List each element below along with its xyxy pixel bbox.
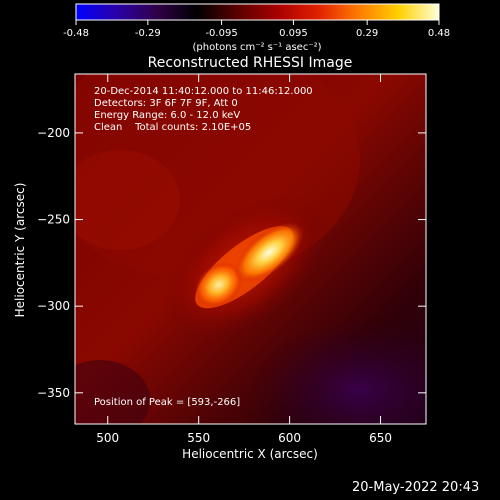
source-primary bbox=[234, 221, 305, 283]
detectors-line: Detectors: 3F 6F 7F 9F, Att 0 bbox=[94, 98, 238, 109]
colorbar-tick-label: 0.095 bbox=[279, 28, 308, 39]
colorbar-unit-label: (photons cm⁻² s⁻¹ asec⁻²) bbox=[192, 42, 321, 53]
y-tick-label: −300 bbox=[37, 299, 70, 313]
y-tick-label: −350 bbox=[37, 386, 70, 400]
clean-total-counts: Clean Total counts: 2.10E+05 bbox=[94, 122, 252, 133]
y-tick-label: −200 bbox=[37, 126, 70, 140]
colorbar-tick-label: -0.095 bbox=[205, 28, 237, 39]
y-axis-label: Heliocentric Y (arcsec) bbox=[13, 183, 27, 318]
colorbar-ticks: -0.48 -0.29 -0.095 0.095 0.29 0.48 bbox=[63, 20, 450, 39]
x-tick-label: 500 bbox=[96, 431, 119, 445]
colorbar-tick-label: 0.48 bbox=[428, 28, 450, 39]
x-tick-label: 600 bbox=[278, 431, 301, 445]
energy-range: Energy Range: 6.0 - 12.0 keV bbox=[94, 110, 241, 121]
chart-title: Reconstructed RHESSI Image bbox=[148, 55, 353, 71]
x-tick-label: 650 bbox=[369, 431, 392, 445]
time-range: 20-Dec-2014 11:40:12.000 to 11:46:12.000 bbox=[94, 86, 313, 97]
timestamp: 20-May-2022 20:43 bbox=[352, 480, 480, 495]
x-axis: 500 550 600 650 bbox=[96, 74, 392, 445]
source-secondary bbox=[194, 262, 243, 308]
heatmap-image bbox=[75, 74, 426, 424]
colorbar-tick-label: -0.29 bbox=[135, 28, 161, 39]
observation-info: 20-Dec-2014 11:40:12.000 to 11:46:12.000… bbox=[94, 86, 313, 134]
plot-frame bbox=[74, 73, 427, 425]
peak-position: Position of Peak = [593,-266] bbox=[94, 397, 241, 408]
x-axis-label: Heliocentric X (arcsec) bbox=[182, 447, 318, 461]
y-axis: −350 −300 −250 −200 bbox=[37, 126, 426, 400]
colorbar bbox=[75, 3, 440, 21]
y-tick-label: −250 bbox=[37, 213, 70, 227]
colorbar-tick-label: -0.48 bbox=[63, 28, 89, 39]
colorbar-tick-label: 0.29 bbox=[356, 28, 378, 39]
x-tick-label: 550 bbox=[187, 431, 210, 445]
